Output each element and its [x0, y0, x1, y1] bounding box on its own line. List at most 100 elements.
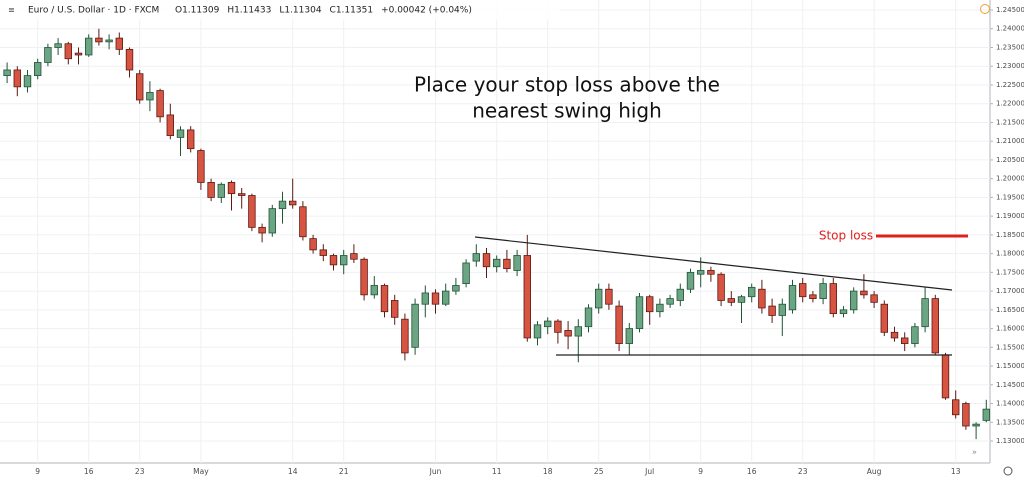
annotation: nearest swing high: [472, 99, 662, 123]
candle-body: [686, 271, 695, 290]
y-tick-label: 1.19500: [996, 193, 1024, 201]
candle-body: [962, 403, 970, 427]
candle-body: [54, 43, 62, 48]
candle-body: [278, 200, 287, 210]
candle-body: [288, 200, 297, 206]
candle-body: [492, 258, 501, 268]
candle-body: [237, 193, 246, 196]
menu-icon[interactable]: ≡: [8, 6, 15, 15]
candle-body: [982, 408, 990, 421]
y-tick-label: 1.17500: [996, 268, 1024, 276]
y-tick-label: 1.24000: [996, 25, 1024, 33]
candle-body: [452, 285, 460, 292]
candle-body: [34, 62, 42, 76]
x-tick-label: 9: [35, 467, 40, 476]
y-tick-label: 1.22000: [996, 100, 1024, 108]
candle-body: [870, 294, 878, 303]
candle-body: [931, 298, 939, 354]
candle-body: [390, 300, 399, 318]
candle-body: [156, 90, 164, 118]
candle-body: [472, 253, 480, 262]
header-fields: O1.11309 H1.11433 L1.11304 C1.11351 +0.00042…: [175, 6, 472, 16]
candle-body: [268, 208, 276, 234]
candle-body: [380, 285, 389, 313]
candle-body: [921, 298, 929, 328]
x-tick-label: 9: [698, 467, 703, 476]
candle-body: [758, 288, 766, 309]
candle-body: [748, 286, 756, 298]
candle-body: [717, 273, 725, 301]
header-field: +0.00042 (+0.04%): [381, 6, 472, 16]
y-tick-label: 1.22500: [996, 81, 1024, 89]
candle-body: [166, 114, 174, 136]
y-tick-label: 1.13500: [996, 418, 1024, 426]
candle-body: [727, 298, 735, 303]
candle-body: [258, 226, 266, 234]
y-tick-label: 1.13000: [996, 437, 1024, 445]
candle-body: [513, 255, 521, 271]
candle-body: [839, 309, 848, 314]
candle-body: [605, 288, 613, 305]
candle-body: [972, 423, 980, 427]
candle-body: [44, 47, 52, 63]
candle-body: [941, 354, 950, 399]
candle-body: [595, 288, 603, 309]
candle-body: [829, 283, 837, 314]
annotation: Place your stop loss above the: [414, 73, 720, 97]
candle-body: [360, 258, 368, 296]
x-tick-label: 16: [747, 467, 757, 476]
candle-body: [768, 305, 776, 316]
candle-body: [3, 69, 11, 76]
candle-body: [778, 303, 786, 316]
candle-body: [248, 195, 256, 228]
x-tick-label: 25: [594, 467, 604, 476]
candle-body: [339, 255, 348, 266]
x-tick-label: May: [193, 467, 209, 476]
candle-body: [809, 294, 817, 299]
x-tick-label: Aug: [867, 467, 882, 476]
y-tick-label: 1.21500: [996, 118, 1024, 126]
candle-body: [890, 331, 899, 339]
x-tick-label: 18: [543, 467, 553, 476]
y-tick-label: 1.24500: [996, 6, 1024, 14]
candle-body: [574, 326, 582, 337]
y-tick-label: 1.23500: [996, 43, 1024, 51]
y-tick-label: 1.14500: [996, 381, 1024, 389]
candle-body: [370, 285, 378, 296]
candle-body: [95, 37, 103, 43]
candle-body: [197, 150, 205, 183]
candle-body: [421, 292, 429, 305]
candle-body: [615, 305, 623, 344]
candle-body: [482, 253, 491, 268]
candle-body: [13, 69, 21, 88]
scroll-icon[interactable]: »: [972, 448, 977, 457]
alert-icon[interactable]: [980, 4, 990, 14]
y-tick-label: 1.18000: [996, 250, 1024, 258]
symbol[interactable]: Euro / U.S. Dollar · 1D · FXCM: [28, 6, 159, 16]
candle-body: [299, 206, 307, 238]
candle-body: [23, 75, 32, 88]
y-tick-label: 1.15500: [996, 343, 1024, 351]
x-tick-label: Jun: [429, 467, 442, 476]
y-tick-label: 1.17000: [996, 287, 1024, 295]
y-tick-label: 1.23000: [996, 62, 1024, 70]
candle-body: [309, 238, 317, 251]
candle-body: [441, 290, 450, 305]
candle-body: [646, 296, 654, 313]
y-tick-label: 1.16000: [996, 325, 1024, 333]
candles: [3, 28, 990, 440]
x-tick-label: 16: [84, 467, 94, 476]
candle-body: [544, 320, 552, 328]
candle-body: [64, 43, 72, 60]
candle-body: [676, 288, 684, 301]
candle-body: [564, 330, 572, 337]
y-tick-label: 1.18500: [996, 231, 1024, 239]
header-field: C1.11351: [330, 6, 374, 16]
settings-icon[interactable]: [1003, 466, 1013, 476]
candle-body: [554, 320, 562, 333]
candle-body: [533, 324, 542, 339]
candle-body: [186, 129, 195, 150]
